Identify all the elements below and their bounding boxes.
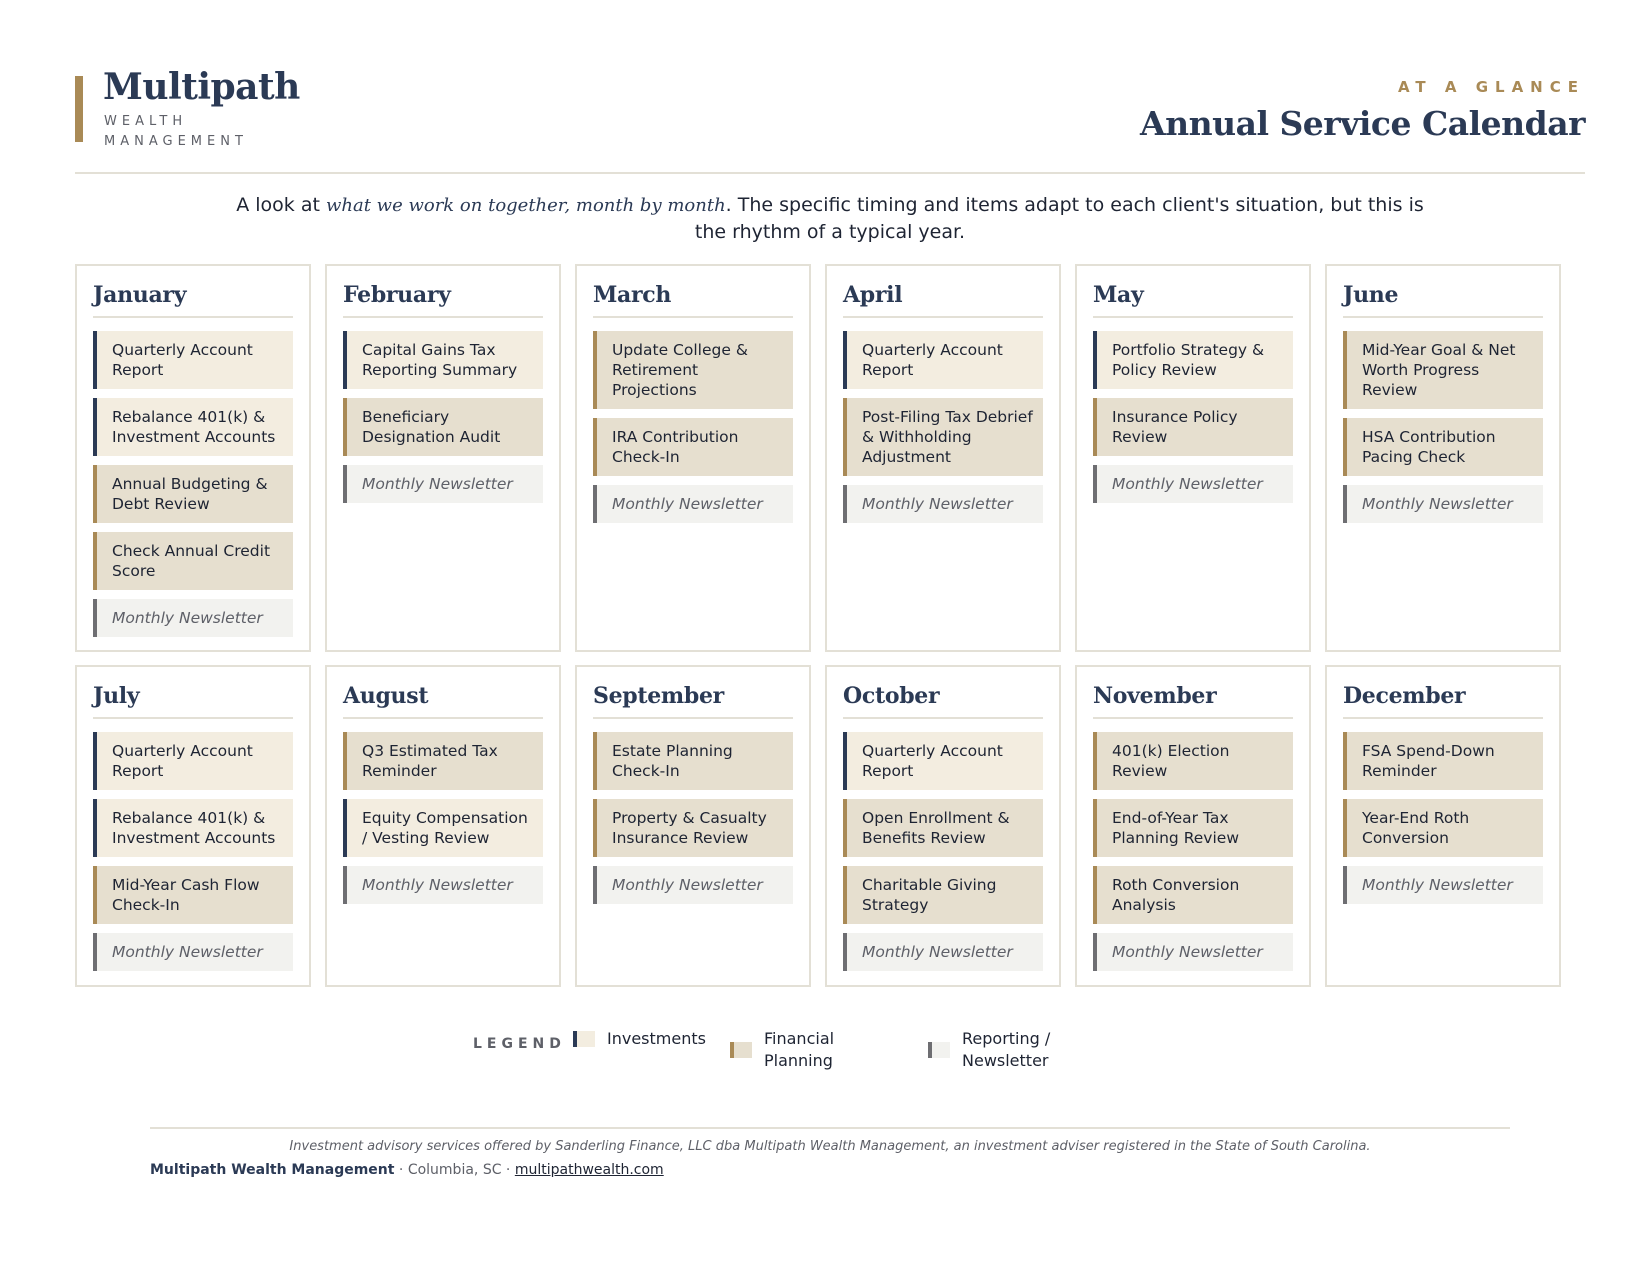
header: Multipath WEALTH MANAGEMENT AT A GLANCE …: [75, 66, 1586, 174]
footer-location: · Columbia, SC ·: [394, 1162, 515, 1178]
month-card-may: May Portfolio Strategy & Policy Review Ins…: [1075, 264, 1311, 652]
month-title: October: [843, 683, 1043, 719]
calendar-item-newsletter: Monthly Newsletter: [343, 465, 543, 503]
intro-emphasis: what we work on together, month by month: [325, 195, 726, 216]
calendar-item-investments: Rebalance 401(k) & Investment Accounts: [93, 799, 293, 857]
intro-after: . The specific timing and items adapt to…: [694, 194, 1424, 243]
calendar-item-newsletter: Monthly Newsletter: [1093, 465, 1293, 503]
calendar-item-planning: Property & Casualty Insurance Review: [593, 799, 793, 857]
calendar-item-planning: Update College & Retirement Projections: [593, 331, 793, 409]
calendar-item-investments: Rebalance 401(k) & Investment Accounts: [93, 398, 293, 456]
calendar-item-newsletter: Monthly Newsletter: [93, 933, 293, 971]
calendar-row-1: January Quarterly Account Report Rebalance…: [75, 264, 1585, 652]
calendar-row-2: July Quarterly Account Report Rebalance 40…: [75, 665, 1585, 987]
month-card-april: April Quarterly Account Report Post-Filing…: [825, 264, 1061, 652]
calendar-item-newsletter: Monthly Newsletter: [843, 485, 1043, 523]
month-card-march: March Update College & Retirement Project…: [575, 264, 811, 652]
month-card-june: June Mid-Year Goal & Net Worth Progress R…: [1325, 264, 1561, 652]
calendar-item-planning: Mid-Year Cash Flow Check-In: [93, 866, 293, 924]
legend: LEGEND Investments Financial Planning Re…: [75, 1024, 1585, 1074]
page: Multipath WEALTH MANAGEMENT AT A GLANCE …: [75, 0, 1586, 1275]
website-link[interactable]: multipathwealth.com: [514, 1162, 664, 1178]
month-card-august: August Q3 Estimated Tax Reminder Equity Co…: [325, 665, 561, 987]
calendar-grid: January Quarterly Account Report Rebalance…: [75, 264, 1585, 1000]
disclaimer: Investment advisory services offered by …: [289, 1139, 1371, 1154]
month-title: June: [1343, 282, 1543, 318]
footer-firm: Multipath Wealth Management: [150, 1162, 395, 1178]
page-title: Annual Service Calendar: [1139, 104, 1586, 143]
legend-title: LEGEND: [473, 1036, 566, 1052]
calendar-item-planning: Estate Planning Check-In: [593, 732, 793, 790]
legend-item-investments: Investments: [573, 1028, 706, 1050]
month-title: September: [593, 683, 793, 719]
month-card-november: November 401(k) Election Review End-of-Yea…: [1075, 665, 1311, 987]
calendar-item-newsletter: Monthly Newsletter: [1343, 866, 1543, 904]
calendar-item-investments: Quarterly Account Report: [93, 732, 293, 790]
calendar-item-investments: Equity Compensation / Vesting Review: [343, 799, 543, 857]
calendar-item-planning: IRA Contribution Check-In: [593, 418, 793, 476]
calendar-item-investments: Portfolio Strategy & Policy Review: [1093, 331, 1293, 389]
legend-label: Investments: [607, 1029, 706, 1048]
calendar-item-planning: HSA Contribution Pacing Check: [1343, 418, 1543, 476]
calendar-item-planning: Roth Conversion Analysis: [1093, 866, 1293, 924]
calendar-item-planning: Open Enrollment & Benefits Review: [843, 799, 1043, 857]
calendar-item-newsletter: Monthly Newsletter: [93, 599, 293, 637]
calendar-item-planning: Beneficiary Designation Audit: [343, 398, 543, 456]
brand-name: Multipath: [103, 66, 300, 108]
month-title: April: [843, 282, 1043, 318]
calendar-item-newsletter: Monthly Newsletter: [593, 485, 793, 523]
calendar-item-planning: Charitable Giving Strategy: [843, 866, 1043, 924]
calendar-item-investments: Quarterly Account Report: [843, 331, 1043, 389]
month-card-october: October Quarterly Account Report Open Enro…: [825, 665, 1061, 987]
calendar-item-investments: Quarterly Account Report: [93, 331, 293, 389]
month-title: November: [1093, 683, 1293, 719]
calendar-item-investments: Capital Gains Tax Reporting Summary: [343, 331, 543, 389]
calendar-item-planning: End-of-Year Tax Planning Review: [1093, 799, 1293, 857]
month-title: December: [1343, 683, 1543, 719]
intro-text: A look at what we work on together, mont…: [225, 192, 1435, 246]
month-title: July: [93, 683, 293, 719]
calendar-item-planning: Mid-Year Goal & Net Worth Progress Revie…: [1343, 331, 1543, 409]
calendar-item-planning: FSA Spend-Down Reminder: [1343, 732, 1543, 790]
legend-item-newsletter: Reporting / Newsletter: [928, 1028, 1088, 1072]
calendar-item-newsletter: Monthly Newsletter: [843, 933, 1043, 971]
month-title: January: [93, 282, 293, 318]
month-title: March: [593, 282, 793, 318]
calendar-item-planning: Insurance Policy Review: [1093, 398, 1293, 456]
legend-swatch: [573, 1031, 595, 1047]
brand-accent-bar: [75, 76, 83, 142]
month-card-february: February Capital Gains Tax Reporting Summ…: [325, 264, 561, 652]
month-card-september: September Estate Planning Check-In Propert…: [575, 665, 811, 987]
legend-item-planning: Financial Planning: [730, 1028, 880, 1072]
calendar-item-newsletter: Monthly Newsletter: [1343, 485, 1543, 523]
calendar-item-planning: Q3 Estimated Tax Reminder: [343, 732, 543, 790]
calendar-item-planning: Check Annual Credit Score: [93, 532, 293, 590]
footer: Investment advisory services offered by …: [150, 1127, 1510, 1178]
intro-before: A look at: [236, 194, 326, 216]
calendar-item-planning: Post-Filing Tax Debrief & Withholding Ad…: [843, 398, 1043, 476]
calendar-item-newsletter: Monthly Newsletter: [593, 866, 793, 904]
month-card-july: July Quarterly Account Report Rebalance 40…: [75, 665, 311, 987]
month-title: May: [1093, 282, 1293, 318]
month-card-january: January Quarterly Account Report Rebalance…: [75, 264, 311, 652]
legend-label: Financial Planning: [764, 1029, 835, 1070]
month-title: February: [343, 282, 543, 318]
calendar-item-planning: Annual Budgeting & Debt Review: [93, 465, 293, 523]
calendar-item-planning: Year-End Roth Conversion: [1343, 799, 1543, 857]
legend-swatch: [928, 1042, 950, 1058]
month-title: August: [343, 683, 543, 719]
month-card-december: December FSA Spend-Down Reminder Year-End …: [1325, 665, 1561, 987]
calendar-item-investments: Quarterly Account Report: [843, 732, 1043, 790]
calendar-item-newsletter: Monthly Newsletter: [1093, 933, 1293, 971]
legend-swatch: [730, 1042, 752, 1058]
calendar-item-planning: 401(k) Election Review: [1093, 732, 1293, 790]
brand-subtitle: WEALTH MANAGEMENT: [104, 114, 248, 149]
kicker: AT A GLANCE: [1397, 78, 1585, 96]
footer-contact: Multipath Wealth Management · Columbia, …: [150, 1162, 1510, 1178]
calendar-item-newsletter: Monthly Newsletter: [343, 866, 543, 904]
legend-label: Reporting / Newsletter: [962, 1029, 1051, 1070]
